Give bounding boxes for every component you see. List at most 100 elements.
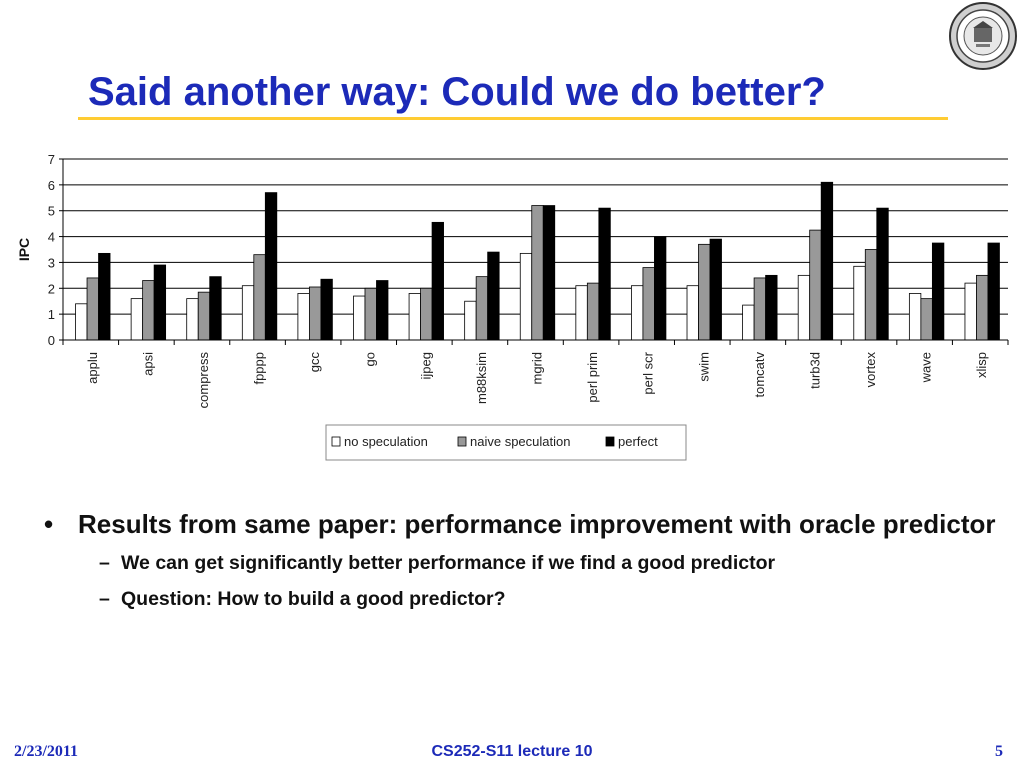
sub-bullet-marker: – xyxy=(99,588,110,610)
x-tick-label: turb3d xyxy=(807,352,822,389)
bar-no-speculation-wave xyxy=(908,293,922,341)
legend-label: no speculation xyxy=(344,434,428,449)
legend-swatch xyxy=(457,436,467,447)
bar-no-speculation-gcc xyxy=(297,293,310,341)
bar-naive-speculation-wave xyxy=(920,298,933,341)
bar-naive-speculation-apsi xyxy=(142,280,155,341)
bar-perfect-turb3d xyxy=(820,181,834,341)
x-tick-label: m88ksim xyxy=(474,352,489,404)
x-tick-label: wave xyxy=(919,352,934,383)
bar-perfect-vortex xyxy=(876,207,889,341)
bullet-text: Results from same paper: performance imp… xyxy=(78,509,996,539)
bar-perfect-ijpeg xyxy=(431,221,444,341)
bar-perfect-applu xyxy=(98,252,111,341)
footer-date: 2/23/2011 xyxy=(14,743,79,760)
y-tick-label: 2 xyxy=(48,281,55,296)
x-tick-label: compress xyxy=(196,352,211,409)
legend-label: perfect xyxy=(618,434,658,449)
bar-perfect-compress xyxy=(209,276,222,341)
bar-perfect-fpppp xyxy=(264,192,278,341)
bar-no-speculation-mgrid xyxy=(519,252,533,341)
bar-no-speculation-xlisp xyxy=(964,282,977,341)
bar-naive-speculation-fpppp xyxy=(253,254,266,341)
axes xyxy=(62,159,1008,341)
bar-naive-speculation-perl-scr xyxy=(642,267,655,341)
bar-naive-speculation-gcc xyxy=(308,286,322,341)
bar-naive-speculation-tomcatv xyxy=(753,277,767,341)
bar-naive-speculation-m88ksim xyxy=(475,276,489,341)
legend-box xyxy=(325,424,687,461)
bar-perfect-wave xyxy=(931,242,945,341)
bar-no-speculation-ijpeg xyxy=(408,293,421,341)
bar-no-speculation-tomcatv xyxy=(742,304,755,341)
bar-no-speculation-go xyxy=(353,295,366,341)
bar-no-speculation-swim xyxy=(686,285,699,341)
legend-label: naive speculation xyxy=(470,434,570,449)
bar-no-speculation-turb3d xyxy=(797,274,811,341)
x-tick-label: apsi xyxy=(140,352,155,376)
slide-title: Said another way: Could we do better? xyxy=(88,70,826,114)
bullet-item: • Results from same paper: performance i… xyxy=(44,508,1019,540)
bar-no-speculation-applu xyxy=(75,303,88,341)
sub-bullet-marker: – xyxy=(99,552,110,574)
bar-no-speculation-perl-prim xyxy=(575,285,588,341)
bar-perfect-xlisp xyxy=(987,242,1000,341)
bar-no-speculation-compress xyxy=(186,298,199,341)
bar-no-speculation-m88ksim xyxy=(464,300,477,341)
y-axis-label: IPC xyxy=(16,238,32,261)
x-tick-label: applu xyxy=(85,352,100,384)
legend-swatch xyxy=(331,436,341,447)
x-tick-label: vortex xyxy=(863,352,878,388)
x-tick-label: gcc xyxy=(307,352,322,373)
legend-swatch xyxy=(605,436,615,447)
footer-page-number: 5 xyxy=(995,743,1003,760)
title-underline xyxy=(78,117,948,120)
bar-no-speculation-apsi xyxy=(130,298,144,341)
bar-perfect-swim xyxy=(709,238,722,341)
bullet-marker: • xyxy=(44,509,54,539)
bar-perfect-gcc xyxy=(320,278,333,341)
sub-bullet-item: – Question: How to build a good predicto… xyxy=(44,586,1019,612)
sub-bullet-item: – We can get significantly better perfor… xyxy=(44,550,1019,576)
bar-naive-speculation-ijpeg xyxy=(420,287,433,341)
sub-bullet-text: Question: How to build a good predictor? xyxy=(121,588,506,610)
bar-naive-speculation-applu xyxy=(86,277,99,341)
y-tick-label: 7 xyxy=(48,152,55,167)
legend: no speculation naive speculation perfect xyxy=(325,424,687,461)
bar-perfect-m88ksim xyxy=(487,251,500,341)
bar-naive-speculation-mgrid xyxy=(531,205,544,341)
bar-naive-speculation-compress xyxy=(197,291,211,341)
bar-naive-speculation-vortex xyxy=(864,249,878,341)
sub-bullet-text: We can get significantly better performa… xyxy=(121,552,776,574)
bar-perfect-tomcatv xyxy=(765,274,778,341)
x-tick-labels: applu apsi compress fpppp gcc go ijpeg m88ksim m… xyxy=(85,351,989,408)
bar-perfect-go xyxy=(376,280,389,341)
y-tick-label: 5 xyxy=(48,204,55,219)
x-tick-label: perl scr xyxy=(641,351,656,394)
x-tick-label: fpppp xyxy=(252,352,267,385)
y-tick-label: 6 xyxy=(48,178,55,193)
x-tick-label: mgrid xyxy=(530,352,545,385)
y-tick-label: 4 xyxy=(48,230,55,245)
bar-perfect-mgrid xyxy=(542,205,556,341)
bar-no-speculation-vortex xyxy=(853,265,866,341)
bars xyxy=(75,181,1000,341)
bar-naive-speculation-perl-prim xyxy=(586,282,600,341)
y-tick-label: 1 xyxy=(48,307,55,322)
footer-course: CS252-S11 lecture 10 xyxy=(431,743,593,760)
y-tick-labels: 0 1 2 3 4 5 6 7 xyxy=(48,152,55,348)
bar-naive-speculation-turb3d xyxy=(809,229,822,341)
x-tick-label: ijpeg xyxy=(418,352,433,379)
x-tick-label: perl prim xyxy=(585,352,600,403)
bar-perfect-perl-scr xyxy=(654,236,667,341)
bar-perfect-perl-prim xyxy=(598,207,611,341)
ipc-bar-chart: 0 1 2 3 4 5 6 7 IPC applu apsi compress fpppp gcc go… xyxy=(16,152,1009,461)
bar-no-speculation-perl-scr xyxy=(631,285,644,341)
bar-naive-speculation-swim xyxy=(698,243,711,341)
x-tick-label: swim xyxy=(696,352,711,382)
bar-perfect-apsi xyxy=(153,264,167,341)
university-seal-icon xyxy=(949,2,1017,70)
x-tick-label: tomcatv xyxy=(752,352,767,398)
x-tick-label: xlisp xyxy=(974,352,989,378)
bar-naive-speculation-xlisp xyxy=(976,274,989,341)
